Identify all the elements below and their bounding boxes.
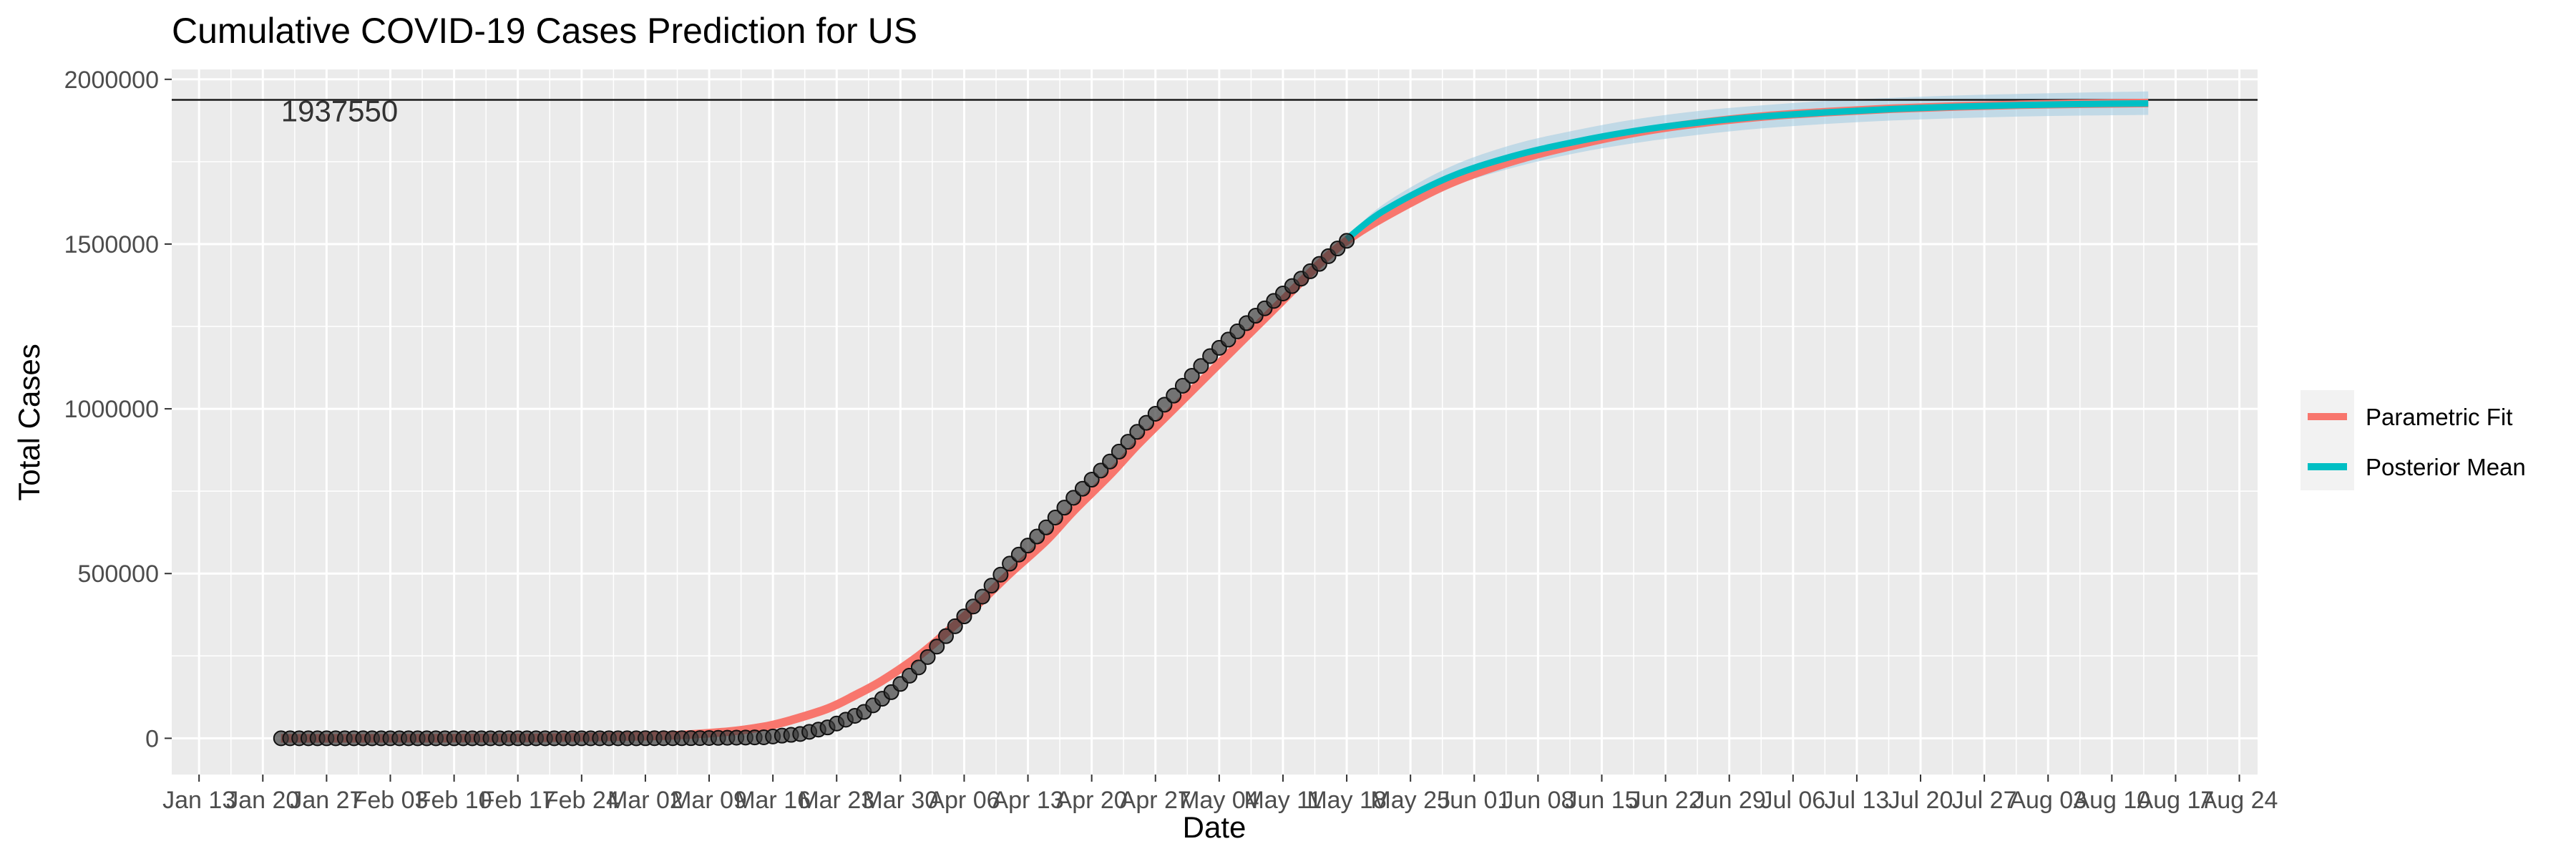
- y-axis: 0 500000 1000000 1500000 2000000: [64, 67, 172, 752]
- observed-point: [1056, 500, 1073, 516]
- y-tick-label: 0: [145, 725, 159, 752]
- observed-point: [1047, 509, 1063, 525]
- x-tick-label: May 18: [1307, 787, 1387, 814]
- observed-point: [983, 578, 1000, 594]
- observed-point: [1193, 358, 1209, 374]
- observed-point: [1102, 453, 1118, 470]
- x-tick-label: Aug 24: [2201, 787, 2278, 814]
- x-tick-label: Mar 09: [671, 787, 747, 814]
- x-tick-label: Feb 17: [480, 787, 556, 814]
- x-tick-label: Feb 03: [353, 787, 429, 814]
- series-lines: [280, 98, 2149, 743]
- x-tick-label: May 04: [1179, 787, 1259, 814]
- reference-line: 1937550: [172, 94, 2258, 128]
- x-tick-label: Mar 30: [862, 787, 938, 814]
- observed-point: [919, 649, 936, 665]
- x-tick-label: Jun 08: [1501, 787, 1574, 814]
- chart-title: Cumulative COVID-19 Cases Prediction for…: [172, 11, 917, 51]
- x-tick-label: Aug 03: [2009, 787, 2087, 814]
- x-tick-label: Jan 13: [162, 787, 235, 814]
- x-tick-label: Feb 24: [544, 787, 620, 814]
- x-tick-label: Jun 01: [1438, 787, 1511, 814]
- y-tick-label: 500000: [78, 560, 159, 588]
- x-tick-label: Jan 20: [226, 787, 299, 814]
- posterior-mean-line: [1345, 100, 2149, 242]
- x-tick-label: Jul 27: [1952, 787, 2017, 814]
- observed-point: [929, 639, 945, 655]
- x-tick-label: May 25: [1370, 787, 1450, 814]
- y-tick-label: 1000000: [64, 396, 159, 423]
- x-tick-label: Feb 10: [416, 787, 492, 814]
- x-tick-label: Apr 20: [1056, 787, 1128, 814]
- x-tick-label: Jan 27: [290, 787, 363, 814]
- observed-point: [937, 628, 954, 644]
- observed-point: [947, 618, 963, 634]
- observed-point: [1166, 387, 1182, 404]
- observed-point: [1184, 368, 1200, 384]
- x-tick-label: Apr 13: [992, 787, 1063, 814]
- observed-point: [1174, 377, 1191, 394]
- gridlines: [172, 69, 2258, 775]
- observed-points: [273, 233, 1355, 747]
- x-tick-label: Aug 10: [2073, 787, 2150, 814]
- legend: Parametric Fit Posterior Mean: [2301, 390, 2526, 490]
- x-axis-title: Date: [1183, 810, 1246, 844]
- y-tick-label: 1500000: [64, 231, 159, 258]
- x-tick-label: Jul 06: [1760, 787, 1825, 814]
- y-tick-label: 2000000: [64, 67, 159, 94]
- observed-point: [965, 598, 982, 615]
- observed-point: [992, 566, 1009, 583]
- x-tick-label: Jun 29: [1693, 787, 1766, 814]
- x-tick-label: Mar 16: [735, 787, 811, 814]
- observed-point: [974, 588, 990, 605]
- plot-panel: [172, 69, 2258, 775]
- observed-point: [1111, 443, 1127, 460]
- observed-point: [1120, 434, 1136, 450]
- observed-point: [1038, 519, 1055, 535]
- observed-point: [910, 659, 927, 676]
- asymptote-label: 1937550: [281, 94, 399, 128]
- x-tick-label: Jul 20: [1888, 787, 1953, 814]
- observed-point: [956, 608, 972, 625]
- x-tick-label: Mar 02: [608, 787, 683, 814]
- x-tick-label: May 11: [1244, 787, 1322, 814]
- legend-key-background: [2301, 390, 2354, 490]
- x-tick-label: Aug 17: [2137, 787, 2215, 814]
- x-tick-label: Apr 06: [928, 787, 1000, 814]
- x-tick-label: Jun 22: [1629, 787, 1702, 814]
- y-axis-title: Total Cases: [12, 344, 46, 500]
- x-tick-label: Jun 15: [1565, 787, 1638, 814]
- x-tick-label: Mar 23: [799, 787, 874, 814]
- legend-label: Posterior Mean: [2366, 454, 2526, 480]
- x-tick-label: Jul 13: [1825, 787, 1890, 814]
- observed-point: [1339, 233, 1355, 249]
- legend-label: Parametric Fit: [2366, 404, 2512, 430]
- x-tick-label: Apr 27: [1120, 787, 1191, 814]
